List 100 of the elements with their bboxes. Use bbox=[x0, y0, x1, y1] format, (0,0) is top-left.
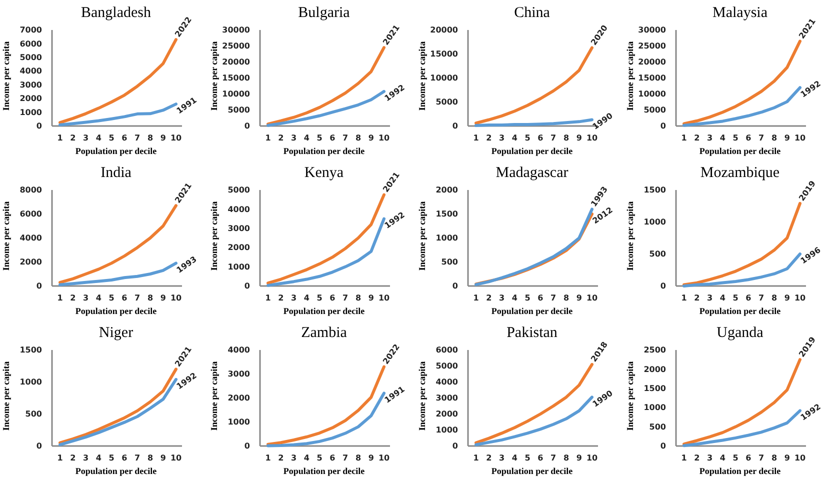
y-tick-label: 1000 bbox=[644, 218, 666, 227]
y-tick-label: 20000 bbox=[222, 58, 250, 67]
x-axis-title: Population per decile bbox=[75, 466, 157, 476]
line-series bbox=[266, 46, 386, 126]
x-tick-label: 1 bbox=[57, 454, 64, 463]
x-tick-label: 7 bbox=[134, 294, 140, 303]
x-tick-label: 8 bbox=[563, 294, 570, 303]
line-series bbox=[474, 396, 594, 446]
y-tick-label: 2000 bbox=[436, 410, 458, 419]
x-tick-label: 1 bbox=[265, 134, 272, 143]
x-tick-label: 9 bbox=[784, 454, 790, 463]
y-axis-title: Income per capita bbox=[625, 360, 635, 431]
chart-title: Zambia bbox=[301, 325, 348, 341]
y-tick-label: 0 bbox=[452, 282, 458, 291]
x-tick-label: 1 bbox=[57, 294, 64, 303]
x-tick-label: 4 bbox=[512, 454, 518, 463]
y-tick-label: 4000 bbox=[20, 234, 42, 243]
x-tick-label: 1 bbox=[265, 294, 272, 303]
x-tick-label: 2 bbox=[694, 294, 700, 303]
x-tick-label: 8 bbox=[147, 294, 154, 303]
x-tick-label: 10 bbox=[170, 134, 182, 143]
x-tick-label: 9 bbox=[576, 134, 582, 143]
line-series bbox=[266, 365, 386, 446]
x-tick-label: 6 bbox=[746, 454, 752, 463]
x-tick-label: 6 bbox=[746, 294, 752, 303]
y-tick-label: 0 bbox=[244, 282, 250, 291]
x-tick-label: 10 bbox=[378, 134, 390, 143]
y-tick-label: 2000 bbox=[644, 364, 666, 374]
y-tick-label: 1500 bbox=[436, 210, 458, 219]
y-tick-label: 0 bbox=[660, 122, 666, 131]
x-tick-label: 6 bbox=[538, 134, 544, 143]
x-tick-label: 8 bbox=[563, 134, 570, 143]
y-tick-label: 5000 bbox=[644, 106, 666, 115]
y-tick-label: 500 bbox=[649, 422, 666, 432]
x-tick-label: 6 bbox=[330, 454, 336, 463]
y-tick-label: 10000 bbox=[430, 74, 458, 83]
y-tick-label: 7000 bbox=[20, 26, 42, 35]
x-tick-label: 7 bbox=[550, 294, 556, 303]
x-tick-label: 6 bbox=[538, 454, 544, 463]
y-tick-label: 2000 bbox=[228, 243, 250, 252]
x-tick-label: 4 bbox=[720, 294, 726, 303]
x-tick-label: 1 bbox=[265, 454, 272, 463]
x-tick-label: 1 bbox=[681, 134, 688, 143]
x-tick-label: 1 bbox=[681, 294, 688, 303]
line-series bbox=[682, 86, 802, 127]
x-tick-label: 4 bbox=[304, 454, 310, 463]
x-axis-title: Population per decile bbox=[699, 466, 781, 476]
x-tick-label: 3 bbox=[498, 134, 505, 143]
x-tick-label: 5 bbox=[732, 454, 739, 463]
x-axis-title: Population per decile bbox=[491, 146, 573, 156]
x-tick-label: 4 bbox=[304, 134, 310, 143]
y-tick-label: 10000 bbox=[638, 90, 666, 99]
y-tick-label: 1500 bbox=[20, 346, 42, 355]
y-tick-label: 0 bbox=[244, 442, 250, 451]
x-tick-label: 5 bbox=[316, 134, 323, 143]
y-tick-label: 15000 bbox=[222, 74, 250, 83]
x-tick-label: 4 bbox=[96, 294, 102, 303]
line-series bbox=[58, 378, 178, 446]
y-tick-label: 0 bbox=[660, 282, 666, 291]
x-tick-label: 10 bbox=[586, 454, 598, 463]
chart-title: China bbox=[514, 5, 550, 21]
x-tick-label: 10 bbox=[794, 134, 806, 143]
x-tick-label: 4 bbox=[96, 454, 102, 463]
line-series bbox=[682, 40, 802, 126]
line-series bbox=[58, 368, 178, 444]
y-tick-label: 0 bbox=[244, 122, 250, 131]
x-tick-label: 5 bbox=[732, 294, 739, 303]
line-series bbox=[58, 38, 178, 124]
y-tick-label: 25000 bbox=[638, 42, 666, 51]
x-tick-label: 7 bbox=[342, 454, 348, 463]
x-axis-title: Population per decile bbox=[699, 306, 781, 316]
x-tick-label: 2 bbox=[486, 294, 492, 303]
x-tick-label: 3 bbox=[82, 134, 89, 143]
y-tick-label: 25000 bbox=[222, 42, 250, 51]
x-tick-label: 9 bbox=[368, 294, 374, 303]
y-tick-label: 500 bbox=[441, 258, 458, 267]
x-tick-label: 2 bbox=[278, 454, 284, 463]
y-tick-label: 20000 bbox=[638, 58, 666, 67]
y-tick-label: 0 bbox=[36, 122, 42, 131]
x-tick-label: 8 bbox=[771, 454, 778, 463]
x-tick-label: 2 bbox=[278, 134, 284, 143]
x-tick-label: 3 bbox=[82, 454, 89, 463]
x-axis-title: Population per decile bbox=[283, 146, 365, 156]
y-tick-label: 2000 bbox=[20, 94, 42, 104]
y-tick-label: 1000 bbox=[228, 262, 250, 272]
x-tick-label: 8 bbox=[147, 454, 154, 463]
x-tick-label: 10 bbox=[170, 454, 182, 463]
x-tick-label: 9 bbox=[784, 294, 790, 303]
x-tick-label: 5 bbox=[108, 294, 115, 303]
y-tick-label: 8000 bbox=[20, 186, 42, 195]
chart-title: Bangladesh bbox=[81, 5, 152, 21]
y-axis-title: Income per capita bbox=[209, 360, 219, 431]
x-axis-title: Population per decile bbox=[75, 306, 157, 316]
x-tick-label: 8 bbox=[355, 454, 362, 463]
x-axis-title: Population per decile bbox=[491, 306, 573, 316]
chart-title: Bulgaria bbox=[298, 5, 350, 21]
x-tick-label: 3 bbox=[706, 454, 713, 463]
line-series bbox=[682, 252, 802, 288]
x-tick-label: 3 bbox=[498, 454, 505, 463]
y-tick-label: 0 bbox=[36, 442, 42, 451]
